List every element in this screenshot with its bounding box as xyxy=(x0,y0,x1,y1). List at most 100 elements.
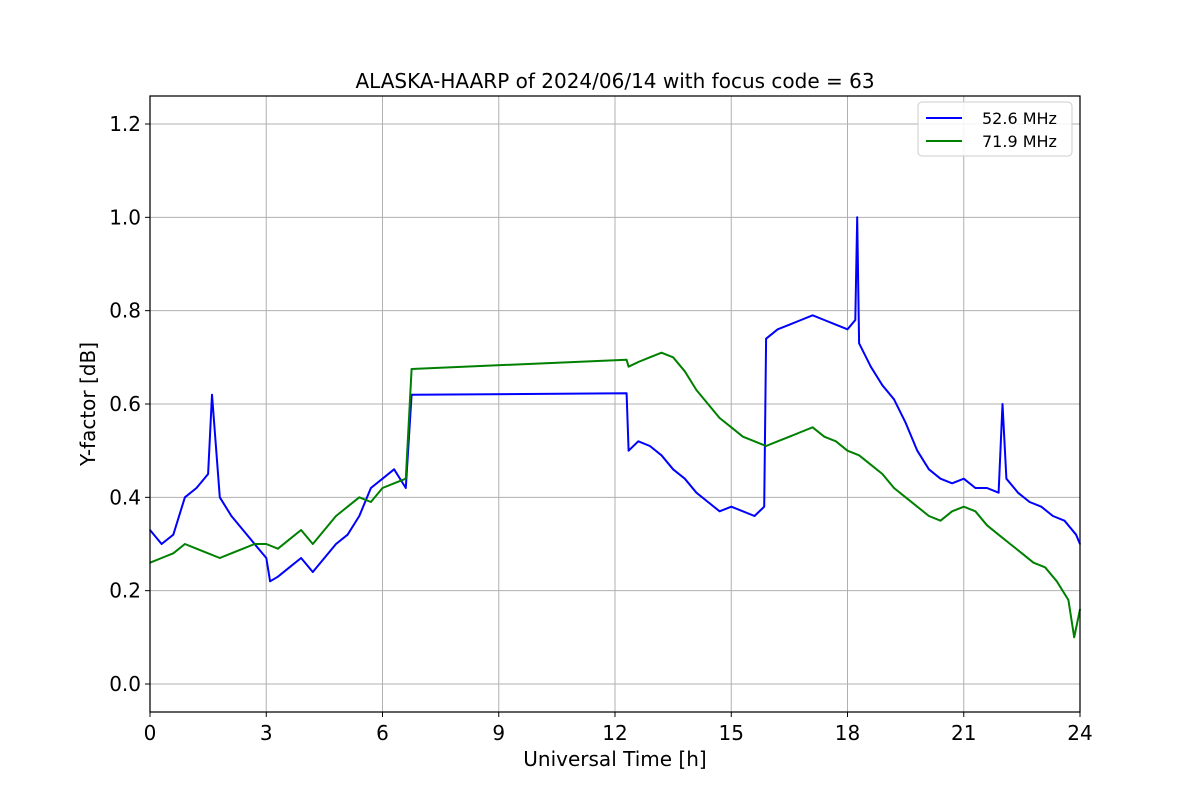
data-point xyxy=(672,468,674,471)
data-point xyxy=(997,491,1000,494)
data-point xyxy=(265,557,268,559)
data-point xyxy=(649,445,651,447)
data-point xyxy=(753,440,756,443)
data-point xyxy=(1067,599,1070,601)
data-point xyxy=(1063,519,1066,522)
x-tick-label: 21 xyxy=(951,721,976,745)
data-point xyxy=(637,440,640,443)
x-tick-label: 15 xyxy=(719,721,744,745)
series-line-52-6-mhz xyxy=(149,216,1081,583)
data-point xyxy=(160,557,163,559)
data-point xyxy=(684,370,686,373)
data-point xyxy=(312,571,314,573)
y-tick-label: 1.2 xyxy=(109,112,141,136)
data-point xyxy=(381,487,384,489)
data-point xyxy=(288,566,291,569)
data-point xyxy=(265,543,268,545)
data-point xyxy=(893,398,895,401)
x-tick-label: 24 xyxy=(1067,721,1092,745)
data-point xyxy=(1017,491,1019,494)
data-point xyxy=(1021,552,1023,555)
data-point xyxy=(242,547,244,550)
data-point xyxy=(660,351,663,354)
y-axis-label: Y-factor [dB] xyxy=(76,342,100,467)
data-point xyxy=(195,487,198,489)
data-point xyxy=(986,487,988,489)
data-point xyxy=(207,473,209,475)
data-point xyxy=(800,431,802,433)
data-point xyxy=(856,216,858,219)
data-point xyxy=(1075,533,1077,536)
data-point xyxy=(963,477,965,480)
data-point xyxy=(1040,505,1043,508)
x-axis-label: Universal Time [h] xyxy=(523,747,706,771)
data-point xyxy=(381,477,384,480)
axis-ticks: 0 3 6 9 12 15 18 21 24 0.0 0.2 0.4 0.6 0.8 1.0 1.2 xyxy=(109,112,1093,745)
data-point xyxy=(335,515,337,517)
data-point xyxy=(1052,515,1054,517)
data-point xyxy=(765,445,767,447)
data-point xyxy=(963,505,965,508)
data-point xyxy=(1044,566,1046,569)
data-point xyxy=(776,328,779,331)
data-point xyxy=(405,477,407,480)
data-point xyxy=(951,482,953,485)
data-point xyxy=(854,319,857,321)
data-point xyxy=(211,393,213,396)
data-point xyxy=(811,314,814,317)
x-tick-label: 0 xyxy=(144,721,157,745)
data-point xyxy=(986,524,988,527)
data-point xyxy=(904,496,907,499)
data-point xyxy=(916,449,919,452)
data-point xyxy=(253,543,256,545)
data-point xyxy=(916,505,919,508)
data-point xyxy=(346,505,349,508)
data-point xyxy=(765,337,767,340)
data-point xyxy=(323,529,326,531)
data-point xyxy=(184,543,186,545)
data-point xyxy=(1009,543,1011,545)
data-point xyxy=(627,449,630,452)
data-point xyxy=(1005,477,1008,480)
data-point xyxy=(846,449,849,452)
data-point xyxy=(405,487,407,489)
data-point xyxy=(684,477,686,480)
y-tick-label: 1.0 xyxy=(109,205,141,229)
data-point xyxy=(870,463,872,466)
x-tick-label: 9 xyxy=(492,721,505,745)
data-point xyxy=(870,365,872,368)
data-point xyxy=(811,426,814,429)
data-point xyxy=(358,496,361,499)
y-tick-label: 0.4 xyxy=(109,485,141,509)
data-point xyxy=(881,384,884,387)
data-point xyxy=(881,473,884,475)
data-point xyxy=(707,403,709,405)
data-point xyxy=(358,515,361,517)
data-point xyxy=(219,496,221,499)
data-point xyxy=(625,392,628,395)
data-point xyxy=(763,505,765,508)
data-point xyxy=(370,501,372,503)
data-point xyxy=(939,477,942,480)
data-point xyxy=(269,580,271,583)
data-point xyxy=(695,491,698,494)
data-point xyxy=(172,533,175,536)
data-point xyxy=(300,529,302,531)
data-point xyxy=(219,557,221,559)
legend-label-52-6: 52.6 MHz xyxy=(982,109,1057,128)
grid-lines xyxy=(150,96,1080,712)
x-tick-label: 18 xyxy=(835,721,860,745)
y-tick-label: 0.8 xyxy=(109,299,141,323)
x-tick-label: 3 xyxy=(260,721,273,745)
data-point xyxy=(184,496,186,499)
chart-title: ALASKA-HAARP of 2024/06/14 with focus co… xyxy=(355,69,874,93)
series-line-71-9-mhz xyxy=(149,351,1081,639)
data-point xyxy=(800,319,802,321)
legend-box xyxy=(917,101,1073,157)
data-point xyxy=(627,365,630,368)
data-point xyxy=(718,510,721,513)
data-point xyxy=(753,515,756,517)
data-point xyxy=(277,575,279,578)
